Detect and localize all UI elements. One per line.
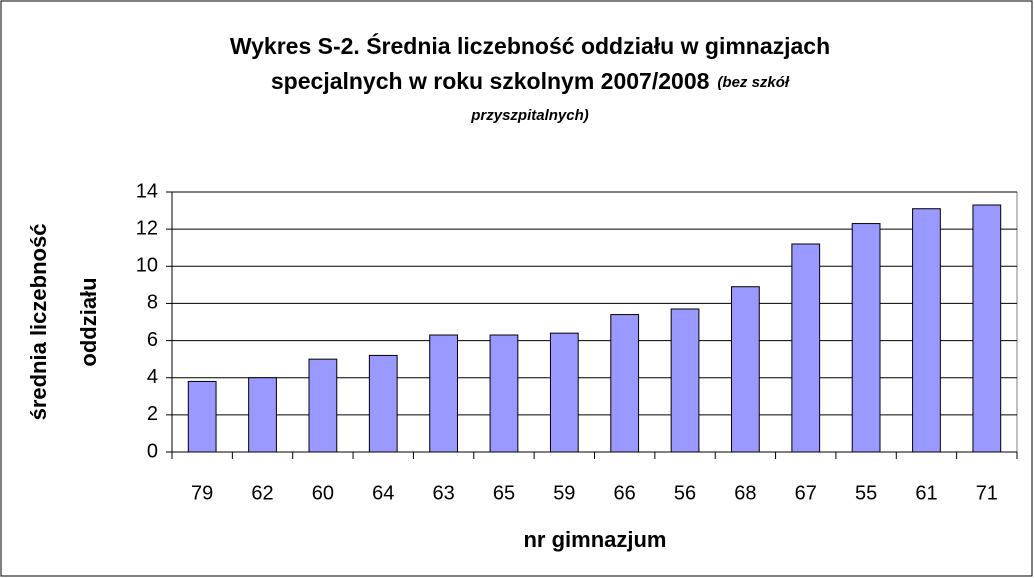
x-tick-label: 59 xyxy=(553,482,575,504)
bar xyxy=(187,380,217,453)
bar xyxy=(610,314,640,453)
bar xyxy=(851,223,881,453)
x-tick-label: 79 xyxy=(191,482,213,504)
x-tick-label: 67 xyxy=(795,482,817,504)
bar xyxy=(489,334,519,453)
x-tick-label: 71 xyxy=(976,482,998,504)
bar xyxy=(308,358,338,453)
x-tick-label: 60 xyxy=(312,482,334,504)
x-tick-label: 64 xyxy=(372,482,394,504)
x-tick-label: 61 xyxy=(915,482,937,504)
bar xyxy=(972,204,1002,453)
chart-subtitle: (bez szkół xyxy=(717,74,790,91)
bar xyxy=(791,243,821,453)
y-tick-label: 14 xyxy=(136,180,158,202)
y-tick-label: 8 xyxy=(147,292,158,314)
chart-title: Wykres S-2. Średnia liczebność oddziału … xyxy=(230,32,830,59)
bar xyxy=(670,308,700,453)
chart-title: specjalnych w roku szkolnym 2007/2008 (be… xyxy=(271,68,790,94)
y-tick-label: 4 xyxy=(147,366,158,388)
x-tick-label: 68 xyxy=(734,482,756,504)
x-tick-label: 55 xyxy=(855,482,877,504)
x-tick-label: 65 xyxy=(493,482,515,504)
y-tick-label: 12 xyxy=(136,217,158,239)
y-tick-label: 6 xyxy=(147,329,158,351)
x-tick-label: 63 xyxy=(432,482,454,504)
chart-subtitle: przyszpitalnych) xyxy=(470,107,589,124)
bar xyxy=(248,377,277,453)
chart-title-line: specjalnych w roku szkolnym 2007/2008 xyxy=(271,68,710,94)
x-tick-label: 56 xyxy=(674,482,696,504)
x-tick-label: 66 xyxy=(614,482,636,504)
bar xyxy=(549,332,579,453)
y-tick-label: 0 xyxy=(147,440,158,462)
y-axis-title: oddziału xyxy=(76,277,101,366)
y-tick-label: 2 xyxy=(147,403,158,425)
bar xyxy=(912,208,941,453)
bar xyxy=(731,286,760,453)
x-axis-title: nr gimnazjum xyxy=(523,527,666,552)
y-tick-label: 10 xyxy=(136,255,158,277)
x-tick-label: 62 xyxy=(251,482,273,504)
bar xyxy=(368,354,398,453)
y-axis-title: średnia liczebność xyxy=(26,224,51,421)
bar xyxy=(429,334,458,453)
